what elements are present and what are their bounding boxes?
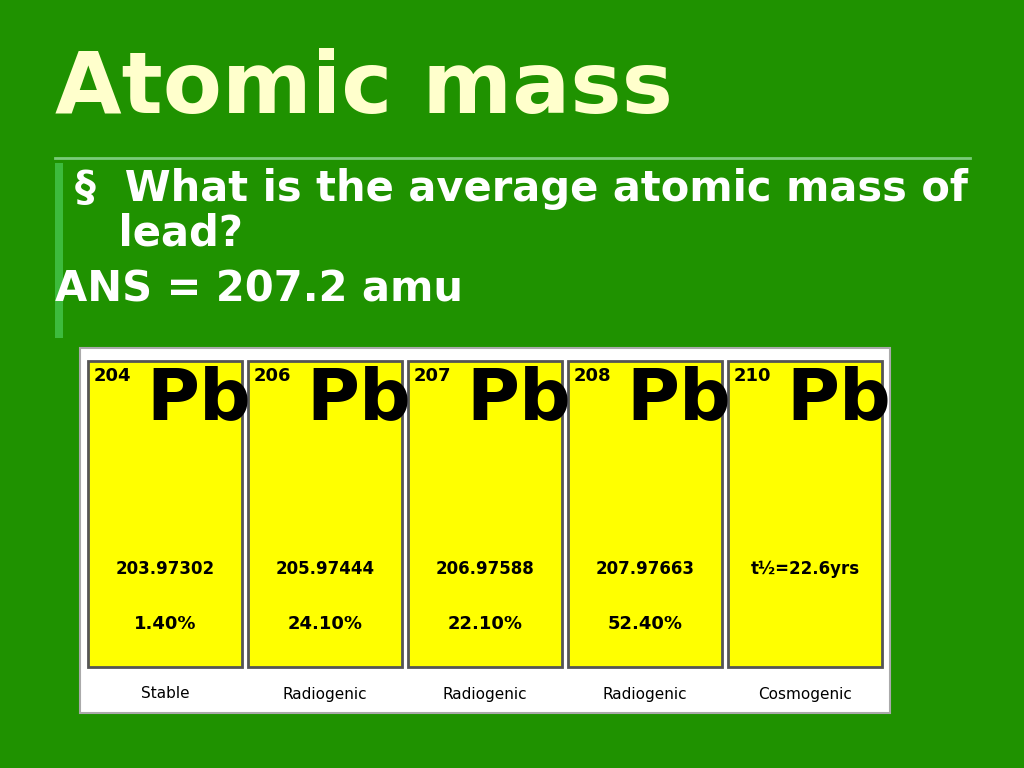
Text: 210: 210 [734,367,771,385]
Text: 203.97302: 203.97302 [116,560,215,578]
Text: Stable: Stable [140,687,189,701]
Text: Pb: Pb [627,365,731,434]
Text: Radiogenic: Radiogenic [283,687,368,701]
Bar [408,361,562,667]
Text: Pb: Pb [467,365,571,434]
Text: 24.10%: 24.10% [288,615,362,633]
Text: 1.40%: 1.40% [134,615,197,633]
Bar [568,361,722,667]
Text: Pb: Pb [786,365,891,434]
Text: Radiogenic: Radiogenic [603,687,687,701]
Text: 22.10%: 22.10% [447,615,522,633]
Text: lead?: lead? [75,213,243,255]
Text: Cosmogenic: Cosmogenic [758,687,852,701]
Text: 204: 204 [94,367,131,385]
Bar [728,361,882,667]
Bar [88,361,242,667]
Text: ANS = 207.2 amu: ANS = 207.2 amu [55,268,463,310]
Bar [55,163,63,338]
Text: §  What is the average atomic mass of: § What is the average atomic mass of [75,168,968,210]
Text: Pb: Pb [306,365,412,434]
Text: 207: 207 [414,367,452,385]
Text: Radiogenic: Radiogenic [442,687,527,701]
Text: 52.40%: 52.40% [607,615,683,633]
Bar [80,348,890,713]
Text: 208: 208 [574,367,611,385]
Text: 207.97663: 207.97663 [596,560,694,578]
Text: Pb: Pb [146,365,251,434]
Text: Atomic mass: Atomic mass [55,48,673,131]
Text: 206: 206 [254,367,292,385]
Text: 205.97444: 205.97444 [275,560,375,578]
Bar [248,361,402,667]
Text: 206.97588: 206.97588 [435,560,535,578]
Text: t½=22.6yrs: t½=22.6yrs [751,560,859,578]
